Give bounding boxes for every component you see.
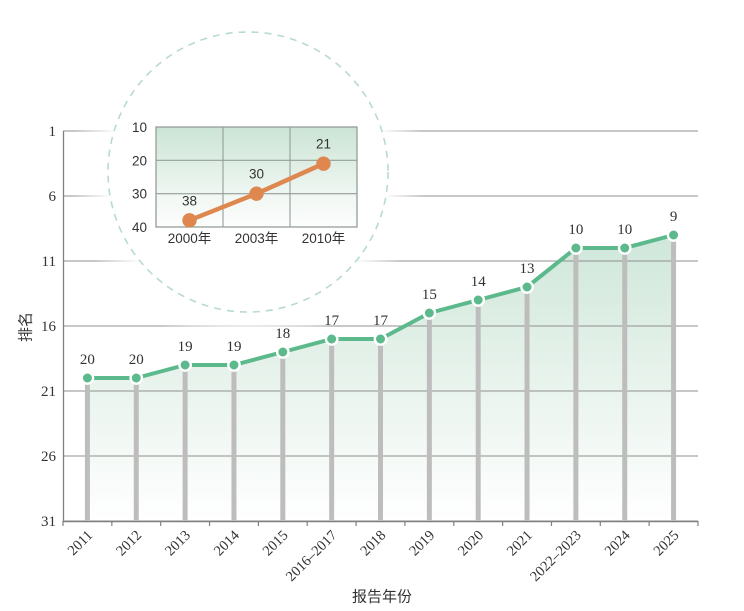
inset-border: [155, 126, 358, 228]
data-point-label: 9: [670, 209, 678, 225]
data-point-label: 10: [617, 222, 632, 238]
data-point-marker: [568, 241, 583, 255]
inset-data-point-marker: [249, 186, 264, 201]
inset-data-point-marker: [182, 213, 197, 228]
inset-x-tick-label: 2000年: [168, 231, 212, 246]
data-point-marker: [227, 358, 241, 372]
y-tick-label: 1: [49, 124, 57, 140]
data-point-label: 18: [275, 326, 290, 342]
data-point-label: 13: [520, 261, 535, 277]
data-point-marker: [80, 371, 95, 385]
data-point-label: 20: [129, 352, 144, 368]
x-tick-label: 2024: [602, 527, 634, 559]
x-tick-label: 2020: [455, 528, 487, 560]
inset-data-point-label: 38: [182, 193, 197, 208]
x-tick-label: 2022–2023: [527, 528, 584, 585]
inset-y-tick-label: 10: [132, 120, 147, 135]
data-point-label: 14: [471, 274, 487, 290]
y-tick-label: 16: [41, 319, 57, 335]
y-tick-label: 11: [42, 254, 56, 270]
data-point-label: 10: [568, 222, 583, 238]
x-tick-label: 2018: [358, 528, 390, 560]
y-tick-label: 31: [41, 514, 56, 530]
inset-data-point-label: 21: [316, 137, 331, 152]
data-point-marker: [422, 306, 437, 320]
x-tick-label: 2012: [113, 528, 145, 560]
inset-y-tick-label: 30: [132, 187, 147, 202]
data-point-label: 19: [178, 339, 193, 355]
inset-data-point-label: 30: [249, 167, 264, 182]
x-tick-label: 2021: [504, 528, 536, 560]
x-tick-label: 2025: [651, 528, 683, 560]
y-axis-title: 排名: [18, 311, 35, 343]
data-point-marker: [471, 293, 486, 307]
data-point-marker: [129, 371, 144, 385]
x-tick-label: 2014: [211, 527, 243, 559]
data-point-label: 17: [373, 313, 389, 329]
inset-y-tick-label: 20: [132, 153, 147, 168]
inset-plot-bg: [156, 127, 357, 227]
x-axis-title: 报告年份: [351, 589, 413, 606]
data-point-label: 20: [80, 352, 95, 368]
x-tick-label: 2011: [65, 528, 96, 559]
data-point-marker: [324, 332, 339, 346]
inset-y-tick-label: 40: [132, 220, 147, 235]
data-point-marker: [275, 345, 290, 359]
inset-x-tick-label: 2010年: [302, 231, 346, 246]
data-point-label: 19: [226, 339, 241, 355]
data-point-marker: [666, 228, 681, 242]
y-tick-label: 6: [49, 189, 57, 205]
x-tick-label: 2016–2017: [283, 528, 340, 585]
x-tick-label: 2013: [162, 528, 194, 560]
x-tick-label: 2015: [260, 528, 292, 560]
y-tick-label: 26: [41, 449, 57, 465]
inset-dashed-circle: [107, 31, 389, 313]
data-point-marker: [617, 241, 632, 255]
x-tick-label: 2019: [406, 528, 438, 560]
inset-x-tick-label: 2003年: [235, 231, 279, 246]
inset-data-point-marker: [316, 156, 331, 171]
data-point-label: 17: [324, 313, 340, 329]
y-tick-label: 21: [41, 384, 56, 400]
data-point-label: 15: [422, 287, 437, 303]
data-point-marker: [520, 280, 534, 294]
data-point-marker: [373, 332, 388, 346]
data-point-marker: [178, 358, 193, 372]
